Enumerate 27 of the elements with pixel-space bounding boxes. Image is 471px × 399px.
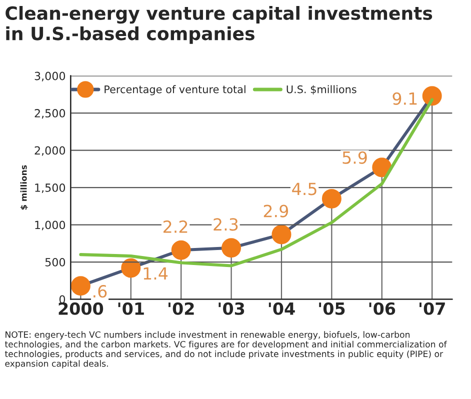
data-label: 2.9 bbox=[264, 204, 288, 218]
y-tick-label: 500 bbox=[45, 258, 66, 266]
x-tick-label: '03 bbox=[218, 302, 244, 315]
data-label: 1.4 bbox=[144, 267, 168, 280]
data-label: .6 bbox=[94, 285, 107, 298]
x-tick-label: '01 bbox=[118, 302, 144, 315]
chart-title: Clean-energy venture capital investments in U.S.-based companies bbox=[6, 6, 432, 44]
data-label: 2.3 bbox=[214, 218, 238, 231]
text: NOTE: engery-tech VC numbers include investment in renewable energy, biofuels, low-carbon technologies, and the carbon markets. VC figures are for development and initial commercialization of technologies, products and services, and do not include private investments in public equity (PIPE) or expansion capital deals. bbox=[4, 331, 447, 368]
y-tick-label: 1,000 bbox=[35, 220, 66, 230]
x-tick-label: '02 bbox=[168, 302, 194, 315]
y-axis-title: $ millions bbox=[20, 165, 28, 210]
data-label: 2.2 bbox=[164, 220, 188, 233]
x-tick-label: 2000 bbox=[58, 302, 104, 315]
data-label: 5.9 bbox=[342, 151, 367, 164]
y-tick-label: 1,500 bbox=[35, 184, 66, 194]
y-tick-label: 2,000 bbox=[34, 146, 66, 156]
legend-label: U.S. $millions bbox=[286, 85, 356, 95]
x-tick-label: '04 bbox=[268, 302, 295, 315]
x-tick-label: '05 bbox=[319, 302, 345, 315]
data-label: 9.1 bbox=[392, 92, 417, 105]
x-tick-label: '07 bbox=[420, 302, 445, 315]
data-label: 4.5 bbox=[292, 182, 316, 196]
x-tick-label: '06 bbox=[369, 302, 396, 315]
legend-label: Percentage of venture total bbox=[104, 85, 246, 96]
y-tick-label: 2,500 bbox=[34, 109, 66, 119]
y-tick-label: 3,000 bbox=[34, 72, 66, 82]
